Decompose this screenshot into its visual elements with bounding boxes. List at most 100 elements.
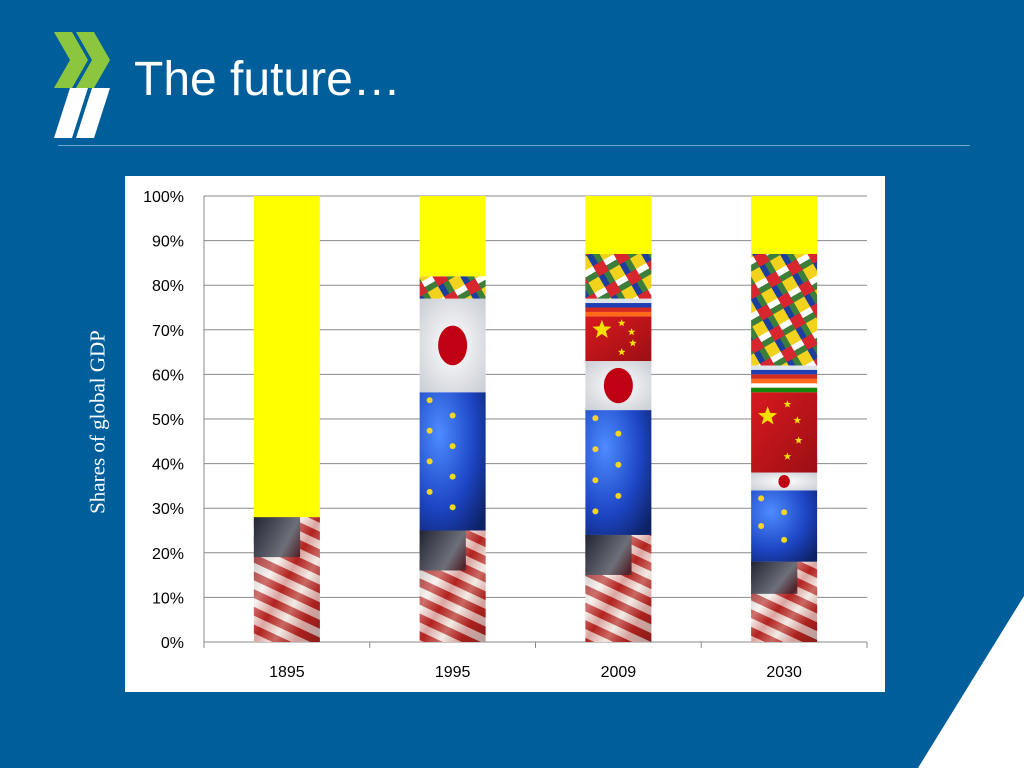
eu-flag-icon [751,490,818,562]
china-flag-star [793,416,802,424]
x-tick-label: 2030 [766,664,802,681]
india-flag-band [751,387,818,393]
japan-flag-disc [778,475,790,488]
x-tick-label: 1895 [269,664,305,681]
india-flag-band [751,383,818,388]
eu-flag-star [758,495,765,502]
y-tick-label: 80% [152,278,184,295]
y-tick-label: 20% [152,546,184,563]
china-flag-star [758,406,778,425]
china-flag-star [592,319,612,338]
eu-flag-icon [585,410,652,535]
eu-flag-star [615,430,622,437]
eu-flag-star [758,523,765,530]
eu-flag-star [449,443,456,450]
eu-flag-star [592,508,599,515]
bar-segment-other_economies [585,253,652,299]
us-flag-shading [253,517,320,642]
rest-of-world-block [751,196,818,254]
china-flag-icon [585,316,652,362]
side-axis-label: Shares of global GDP [85,330,110,514]
y-tick-label: 50% [152,412,184,429]
stacked-bar-chart: 0% 10% 20% 30% 40% 50% 60% 70% 80% 90% 100% 1895 19… [143,189,868,681]
russia-flag-band [751,369,818,375]
japan-flag-icon [585,361,652,411]
bar-1995 [419,196,486,642]
eu-flag-star [449,504,456,511]
japan-flag-icon [751,472,818,491]
y-tick-label: 0% [161,635,184,652]
eu-flag-star [781,536,788,543]
x-tick-label: 2009 [601,664,637,681]
eu-flag-star [615,461,622,468]
eu-flag-star [426,427,433,434]
eu-flag-star [449,473,456,480]
bar-segment-rest_of_world [419,196,486,277]
chart-panel: 0% 10% 20% 30% 40% 50% 60% 70% 80% 90% 100% 1895 19… [125,176,885,692]
y-tick-label: 90% [152,234,184,251]
eu-flag-star [426,397,433,404]
us-flag-shading [585,534,652,642]
eu-flag-icon [419,392,486,531]
eu-flag-star [615,492,622,499]
eu-flag-star [592,446,599,453]
bar-segment-china [751,392,818,473]
us-flag-icon [585,534,652,642]
india-flag-icon [751,378,818,393]
rest-of-world-block [585,196,652,254]
japan-flag-disc [603,367,633,404]
y-tick-label: 10% [152,590,184,607]
bar-segment-european_union [585,410,652,535]
eu-flag-star [426,488,433,495]
y-tick-label: 60% [152,367,184,384]
x-tick-labels: 1895 1995 2009 2030 [269,664,802,681]
rest-of-world-block [253,196,320,518]
china-flag-star [617,348,626,356]
y-tick-label: 70% [152,323,184,340]
russia-flag-band [751,374,818,379]
x-tick-label: 1995 [435,664,471,681]
bar-segment-china [585,316,652,362]
bar-segment-other_economies [751,253,818,366]
bar-segment-india [585,311,652,317]
japan-flag-disc [438,325,468,366]
y-tick-label: 40% [152,457,184,474]
slide-title: The future… [134,53,401,106]
russia-flag-band [585,303,652,308]
russia-flag-icon [585,298,652,312]
other-flags-icon [419,276,486,299]
other-flags-icon [585,253,652,299]
china-flag-star [627,328,636,336]
china-flag-icon [751,392,818,473]
russia-flag-band [585,307,652,312]
us-flag-icon [751,561,818,642]
bar-1895 [253,196,320,642]
rest-of-world-block [419,196,486,277]
china-flag-star [783,400,792,408]
bar-2030 [751,196,818,642]
double-chevron-logo-icon [54,32,110,138]
y-tick-label: 100% [143,189,184,206]
bar-segment-rest_of_world [585,196,652,254]
bar-segment-other_economies [419,276,486,299]
bar-2009 [585,196,652,642]
china-flag-star [794,436,803,444]
eu-flag-star [592,415,599,422]
bar-segment-rest_of_world [253,196,320,518]
title-divider [58,145,970,146]
eu-flag-star [426,458,433,465]
india-flag-icon [585,311,652,317]
eu-flag-star [592,477,599,484]
us-flag-icon [253,517,320,642]
other-flags-icon [751,253,818,366]
eu-flag-star [449,412,456,419]
us-flag-shading [751,561,818,642]
china-flag-star [617,319,626,327]
russia-flag-icon [751,365,818,379]
bar-segment-rest_of_world [751,196,818,254]
bars [253,196,818,642]
us-flag-shading [419,530,486,642]
china-flag-star [629,339,637,347]
